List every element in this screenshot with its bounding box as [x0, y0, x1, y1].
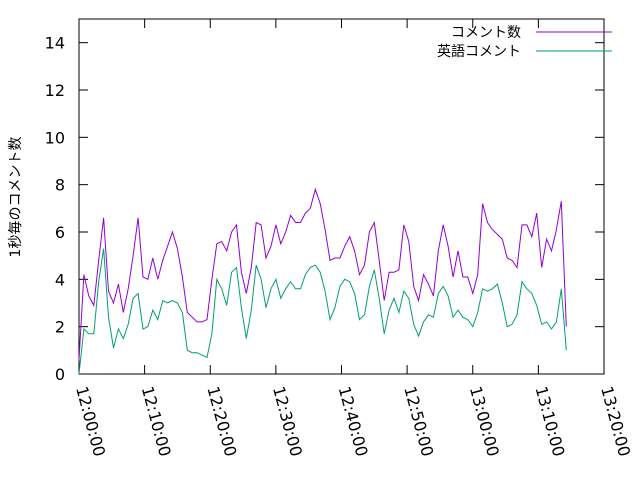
x-tick-label: 12:40:00: [335, 384, 372, 458]
series-group: [78, 187, 567, 375]
legend-label-english-comments: 英語コメント: [437, 43, 521, 60]
y-tick-label: 8: [55, 176, 65, 195]
y-tick-label: 0: [55, 365, 65, 384]
x-tick-label: 12:20:00: [203, 384, 240, 458]
legend-label-comments: コメント数: [451, 25, 521, 41]
x-tick-label: 12:00:00: [72, 384, 109, 458]
y-tick-label: 12: [45, 81, 65, 100]
y-tick-label: 2: [55, 318, 65, 337]
plot-frame: [78, 18, 605, 375]
legend: コメント数 英語コメント: [437, 25, 612, 60]
y-tick-label: 6: [55, 223, 65, 242]
x-tick-label: 13:10:00: [532, 384, 569, 458]
x-tick-label: 12:50:00: [400, 384, 437, 458]
y-tick-label: 10: [45, 128, 65, 147]
plot-area: 0 2 4 6 8 10 12 14 12:00:00 12:10:00 12:20:00 12:30…: [45, 18, 634, 458]
x-tick-label: 12:10:00: [138, 384, 175, 458]
x-tick-label: 13:00:00: [466, 384, 503, 458]
x-tick-label: 13:20:00: [597, 384, 634, 458]
y-axis-title: 1秒毎のコメント数: [8, 137, 24, 258]
y-tick-label: 4: [55, 270, 65, 289]
series-line-comments: [78, 187, 567, 360]
y-tick-label: 14: [45, 34, 65, 53]
series-line-english-comments: [78, 248, 567, 375]
x-tick-label: 12:30:00: [269, 384, 306, 458]
